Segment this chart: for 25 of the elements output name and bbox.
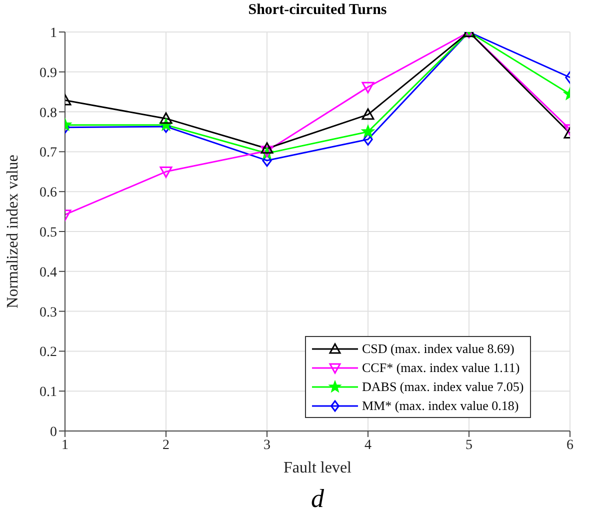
- y-tick-label: 0.6: [40, 186, 57, 201]
- x-tick-label: 6: [566, 438, 574, 453]
- legend-label: CCF* (max. index value 1.11): [362, 360, 520, 376]
- legend-label: MM* (max. index value 0.18): [362, 398, 519, 414]
- y-tick-label: 0.2: [40, 345, 57, 360]
- x-tick-label: 3: [264, 438, 270, 453]
- x-tick-label: 2: [162, 438, 170, 453]
- x-tick-label: 1: [62, 438, 68, 453]
- x-tick-label: 4: [364, 438, 372, 453]
- x-tick-label: 5: [466, 438, 472, 453]
- y-tick-label: 0.5: [40, 225, 57, 240]
- y-axis-title: Normalized index value: [4, 154, 22, 308]
- y-tick-label: 0.4: [40, 265, 57, 280]
- chart-title: Short-circuited Turns: [247, 2, 388, 19]
- y-tick-label: 1: [50, 26, 57, 41]
- y-tick-label: 0.1: [40, 385, 57, 400]
- x-axis-title: Fault level: [284, 459, 352, 476]
- y-tick-label: 0.7: [40, 146, 57, 161]
- legend-label: DABS (max. index value 7.05): [362, 378, 524, 394]
- y-tick-label: 0: [50, 424, 57, 440]
- y-tick-label: 0.8: [40, 106, 57, 121]
- y-tick-label: 0.3: [40, 305, 57, 320]
- legend-label: CSD (max. index value 8.69): [362, 340, 514, 356]
- text: d: [310, 484, 325, 514]
- y-tick-label: 0.9: [40, 66, 57, 81]
